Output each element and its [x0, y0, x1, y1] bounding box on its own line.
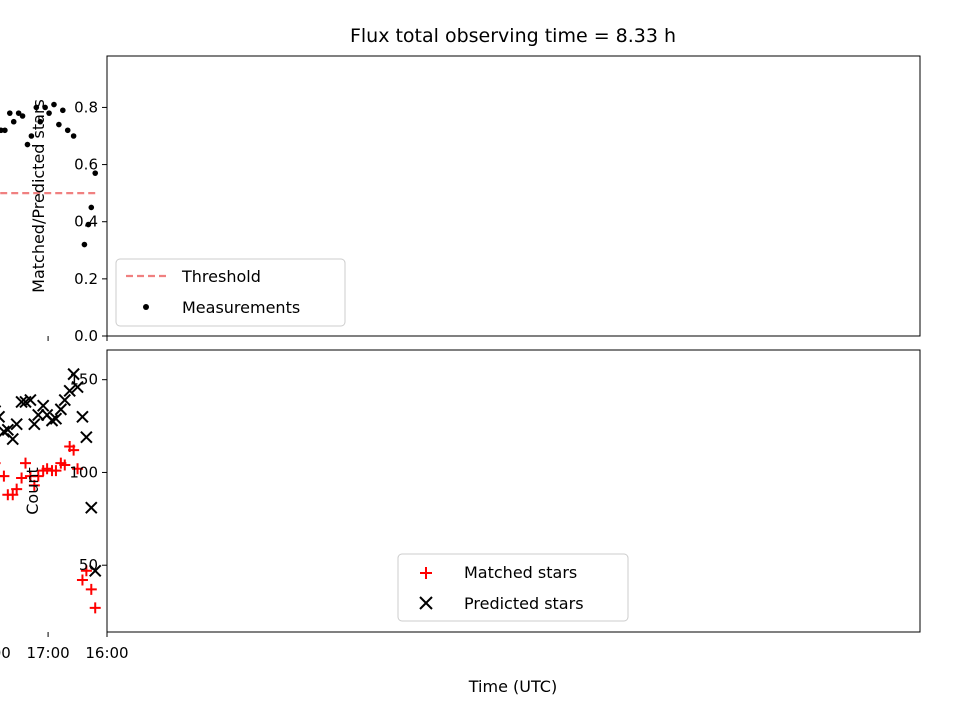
matched-star-point: [24, 470, 36, 482]
y-tick-label: 150: [69, 371, 98, 389]
legend-predicted-swatch: [419, 596, 433, 610]
measurement-point: [19, 113, 26, 119]
predicted-star-point: [40, 408, 54, 422]
predicted-star-point: [58, 393, 71, 407]
predicted-star-point: [28, 418, 41, 431]
measurement-point: [56, 121, 62, 128]
top-legend-box: [115, 258, 346, 327]
measurement-point: [92, 170, 99, 176]
predicted-star-point: [0, 410, 6, 423]
measurement-point: [37, 118, 44, 125]
measurement-point: [81, 241, 88, 248]
predicted-star-point: [15, 395, 28, 409]
legend-matched-swatch: [420, 567, 432, 579]
matched-star-point: [80, 565, 92, 577]
measurement-point: [0, 127, 4, 134]
bottom-legend-box: [397, 553, 629, 622]
predicted-star-point: [0, 425, 11, 438]
measurement-point: [88, 204, 95, 211]
predicted-star-point: [1, 423, 15, 436]
bottom-y-ticks: 50 100 150: [69, 371, 107, 574]
legend-predicted-label: Predicted stars: [464, 594, 584, 613]
predicted-star-point: [19, 395, 32, 409]
predicted-star-point: [67, 367, 80, 381]
x-tick-label: 16:00: [85, 644, 128, 662]
predicted-star-point: [54, 403, 68, 416]
legend-matched-label: Matched stars: [464, 563, 577, 582]
matched-star-point: [89, 602, 101, 614]
measurement-point: [28, 133, 35, 139]
measurement-point: [33, 104, 40, 111]
predicted-star-point: [10, 418, 23, 431]
y-tick-label: 0.6: [74, 156, 98, 174]
top-x-ticks: [47, 336, 108, 341]
y-tick-label: 0.8: [74, 98, 98, 116]
y-tick-label: 0.2: [74, 270, 98, 288]
legend-threshold-label: Threshold: [181, 267, 261, 286]
predicted-star-point: [6, 432, 19, 446]
bottom-axes-frame: [106, 349, 921, 633]
matched-star-point: [55, 457, 67, 469]
x-tick-label: 18:00: [0, 644, 11, 662]
matched-star-point: [76, 574, 88, 586]
measurement-point: [10, 118, 17, 125]
measurement-point: [6, 110, 13, 116]
predicted-star-point: [36, 399, 50, 412]
top-y-ticks: 0.0 0.2 0.4 0.6 0.8: [74, 98, 107, 345]
measurement-points: [0, 101, 99, 248]
y-tick-label: 50: [79, 556, 98, 574]
bottom-legend: Matched stars Predicted stars: [397, 553, 629, 622]
top-y-axis-label: Matched/Predicted stars: [29, 99, 48, 293]
matched-star-point: [11, 483, 23, 495]
y-tick-label: 0.4: [74, 213, 98, 231]
predicted-star-point: [80, 430, 93, 444]
measurement-point: [46, 110, 52, 116]
matched-star-point: [85, 583, 97, 595]
predicted-star-point: [76, 410, 89, 423]
matched-star-point: [28, 479, 40, 491]
predicted-star-point: [63, 384, 76, 398]
measurement-point: [85, 221, 92, 228]
predicted-star-point: [85, 501, 98, 514]
top-panel: 0.0 0.2 0.4 0.6 0.8 Matched/Predicted stars: [0, 55, 921, 345]
measurement-point: [51, 101, 57, 108]
measurement-point: [2, 127, 8, 134]
measurement-point: [64, 127, 71, 134]
predicted-star-point: [49, 412, 63, 425]
matched-star-point: [2, 489, 14, 501]
matched-star-point: [37, 465, 49, 477]
predicted-star-point: [71, 380, 84, 394]
measurement-point: [60, 107, 66, 114]
x-tick-label: 17:00: [26, 644, 69, 662]
predicted-star-point: [32, 408, 45, 422]
matched-star-point: [64, 440, 76, 452]
matched-star-point: [0, 475, 5, 478]
matched-star-point: [20, 457, 32, 469]
x-axis-label: Time (UTC): [468, 677, 557, 696]
measurement-point: [70, 133, 77, 139]
top-legend: Threshold Measurements: [115, 258, 346, 327]
matched-star-point: [16, 472, 28, 484]
predicted-stars-points: [0, 367, 102, 577]
bottom-x-ticks: 16:0017:0018:0019:0020:0021:0022:0023:00…: [0, 632, 129, 662]
matched-star-point: [72, 463, 84, 475]
measurement-point: [15, 110, 22, 116]
top-axes-frame: [106, 55, 921, 337]
matched-star-point: [0, 462, 1, 465]
bottom-y-axis-label: Count: [23, 467, 42, 515]
measurement-point: [24, 141, 31, 148]
matched-stars-points: [0, 440, 101, 614]
y-tick-label: 0.0: [74, 327, 98, 345]
y-tick-label: 100: [69, 463, 98, 481]
legend-measurement-label: Measurements: [182, 298, 300, 317]
chart-title: Flux total observing time = 8.33 h: [350, 25, 676, 47]
measurement-point: [42, 104, 48, 111]
predicted-star-point: [89, 564, 102, 577]
legend-measurement-swatch: [143, 304, 149, 310]
